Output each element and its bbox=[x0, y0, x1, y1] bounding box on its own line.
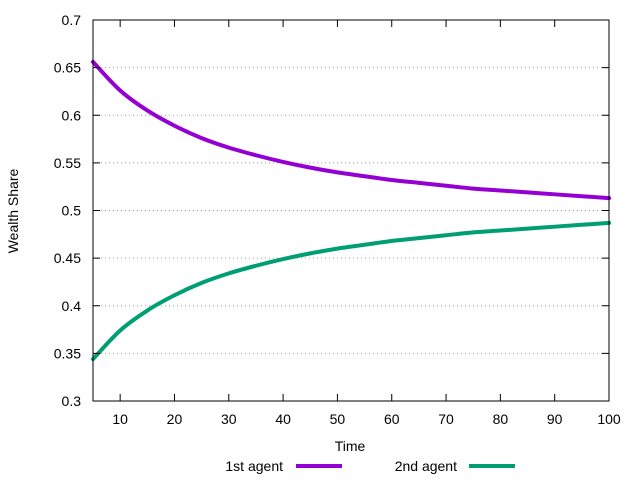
x-tick-label: 80 bbox=[493, 411, 509, 427]
x-tick-label: 40 bbox=[275, 411, 291, 427]
y-tick-label: 0.35 bbox=[54, 345, 81, 361]
y-tick-label: 0.3 bbox=[62, 393, 82, 409]
x-tick-label: 90 bbox=[547, 411, 563, 427]
y-tick-label: 0.55 bbox=[54, 155, 81, 171]
x-tick-label: 70 bbox=[438, 411, 454, 427]
series-line-1st-agent bbox=[91, 59, 611, 201]
legend-label-2nd-agent: 2nd agent bbox=[395, 458, 457, 474]
x-tick-label: 60 bbox=[384, 411, 400, 427]
x-tick-label: 30 bbox=[221, 411, 237, 427]
y-axis-label: Wealth Share bbox=[5, 169, 21, 254]
y-tick-label: 0.4 bbox=[62, 298, 82, 314]
x-axis-label: Time bbox=[335, 438, 366, 454]
x-tick-label: 50 bbox=[330, 411, 346, 427]
tick-labels: 0.3 0.35 0.4 0.45 0.5 0.55 0.6 0.65 0.7 10 20 30 40 5… bbox=[54, 12, 621, 427]
series-lines bbox=[91, 59, 611, 362]
legend-label-1st-agent: 1st agent bbox=[225, 458, 283, 474]
y-tick-label: 0.7 bbox=[62, 12, 82, 28]
axis-ticks bbox=[93, 19, 610, 402]
y-tick-label: 0.5 bbox=[62, 203, 82, 219]
legend: 1st agent 2nd agent bbox=[225, 458, 515, 474]
plot-frame bbox=[92, 19, 610, 402]
grid bbox=[93, 67, 609, 354]
x-tick-label: 20 bbox=[167, 411, 183, 427]
y-tick-label: 0.6 bbox=[62, 107, 82, 123]
series-line-2nd-agent bbox=[91, 220, 611, 362]
x-tick-label: 10 bbox=[112, 411, 128, 427]
x-tick-label: 100 bbox=[597, 411, 621, 427]
y-tick-label: 0.45 bbox=[54, 250, 81, 266]
y-tick-label: 0.65 bbox=[54, 60, 81, 76]
